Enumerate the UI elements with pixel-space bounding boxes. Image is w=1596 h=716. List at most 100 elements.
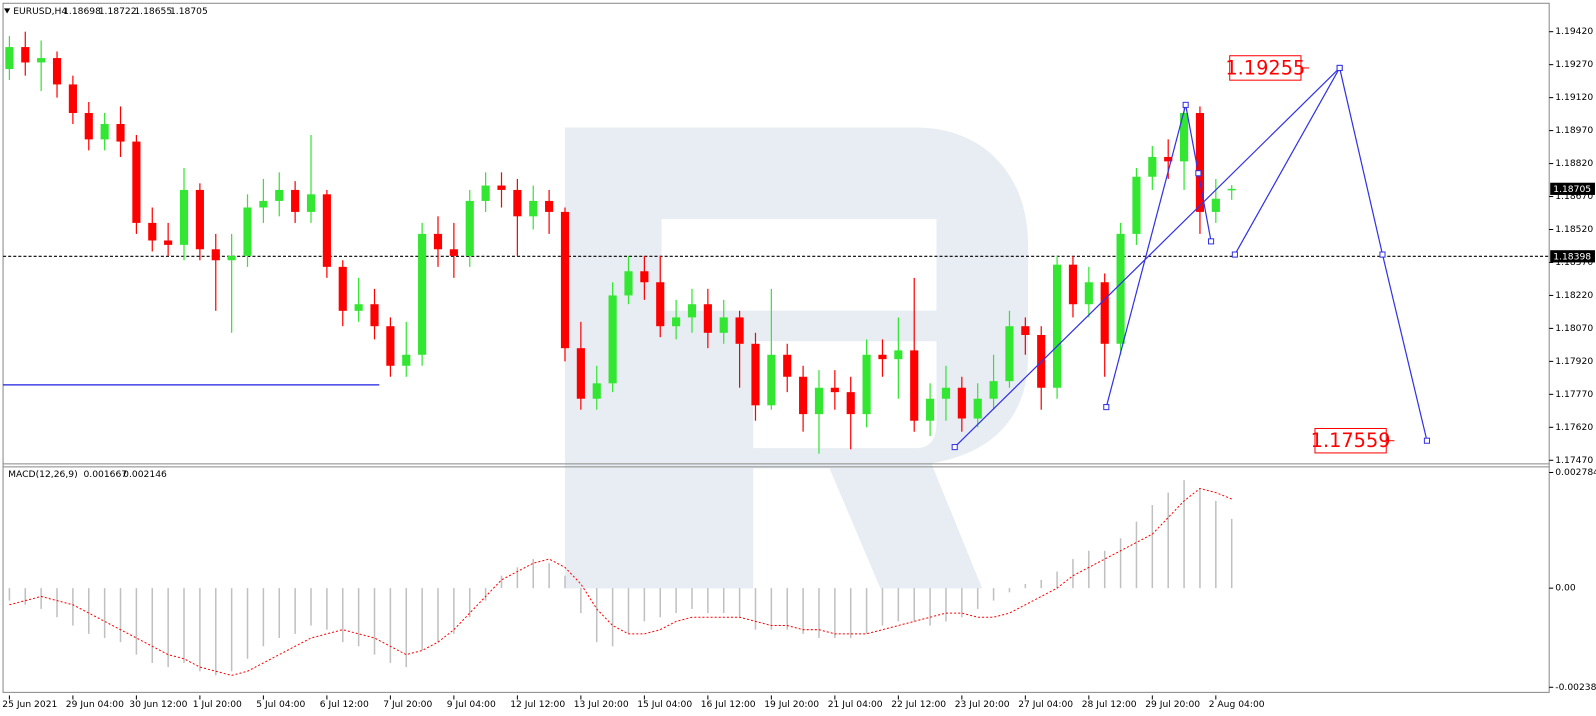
candle-body — [1195, 113, 1205, 212]
candle-body — [656, 282, 665, 327]
candle-body — [5, 47, 14, 70]
candle-body — [545, 200, 554, 212]
annotation-label: 1.19255 — [1225, 56, 1305, 79]
x-tick-label: 29 Jul 20:00 — [1145, 699, 1200, 710]
annotation-box — [1229, 55, 1302, 81]
candle-body — [640, 271, 649, 283]
candle-body — [1100, 282, 1109, 344]
candle-body — [1068, 264, 1078, 305]
candle-body — [830, 387, 839, 393]
x-tick-label: 23 Jul 20:00 — [955, 699, 1010, 710]
annotation-box — [1314, 427, 1387, 454]
candle-body — [354, 304, 363, 311]
candle-body — [132, 141, 141, 223]
forecast-node — [1103, 404, 1110, 411]
candle-body — [195, 189, 204, 250]
candle-body — [449, 249, 458, 256]
candle-body — [338, 266, 347, 311]
price-tag-label: 1.18398 — [1553, 251, 1591, 262]
candle-body — [799, 376, 808, 415]
candle-body — [846, 392, 855, 415]
y-tick-label: 1.17620 — [1555, 422, 1593, 433]
y-tick-label: 1.18520 — [1555, 224, 1593, 235]
candle-body — [1053, 264, 1062, 388]
candle-body — [164, 240, 173, 245]
y-tick-label: 1.18670 — [1555, 191, 1593, 202]
candle-body — [687, 304, 697, 318]
candle-body — [68, 84, 77, 114]
candle-body — [592, 383, 601, 399]
y2-tick-label: -0.002386 — [1555, 682, 1596, 693]
forecast-node — [1195, 170, 1202, 177]
header-value: 1.18722 — [99, 6, 137, 17]
x-tick-label: 22 Jul 12:00 — [891, 699, 946, 710]
x-tick-label: 16 Jul 12:00 — [701, 699, 756, 710]
x-tick-label: 2 Aug 04:00 — [1209, 699, 1265, 710]
y-tick-label: 1.19120 — [1555, 92, 1593, 103]
watermark — [564, 127, 1029, 589]
x-tick-label: 25 Jun 2021 — [2, 699, 57, 710]
candle-body — [1211, 198, 1220, 212]
candle-body — [560, 211, 570, 349]
y2-tick-label: 0.002784 — [1555, 467, 1596, 478]
candle-body — [1084, 282, 1093, 305]
x-tick-label: 13 Jul 20:00 — [574, 699, 629, 710]
y-tick-label: 1.17470 — [1555, 455, 1593, 466]
x-tick-label: 1 Jul 20:00 — [193, 699, 242, 710]
x-tick-label: 12 Jul 12:00 — [510, 699, 565, 710]
candle-body — [418, 233, 427, 355]
header-value: 1.18705 — [170, 6, 208, 17]
candle-body — [926, 398, 935, 421]
x-tick-label: 9 Jul 04:00 — [447, 699, 496, 710]
candle-body — [735, 317, 744, 344]
candle-body — [719, 317, 728, 333]
price-tag — [1550, 250, 1595, 263]
candle-body — [1227, 188, 1236, 191]
macd-value: 0.002146 — [123, 469, 167, 480]
candle-body — [529, 200, 538, 217]
candle-body — [100, 123, 109, 140]
candle-body — [211, 249, 220, 261]
forecast-node — [1231, 251, 1238, 258]
candle-body — [116, 123, 125, 142]
candle-body — [783, 354, 792, 377]
candle-body — [672, 317, 681, 327]
candle-body — [1180, 113, 1189, 162]
candle-body — [1005, 326, 1014, 382]
x-tick-label: 27 Jul 04:00 — [1018, 699, 1073, 710]
candle-body — [941, 387, 951, 399]
candle-body — [84, 113, 93, 140]
candle-body — [386, 326, 395, 366]
chart-title: EURUSD,H4 — [13, 6, 67, 17]
header-value: 1.18698 — [63, 6, 101, 17]
y-tick-label: 1.18970 — [1555, 125, 1593, 136]
candle-body — [322, 194, 331, 267]
macd-signal — [9, 487, 1232, 676]
candle-body — [513, 189, 522, 217]
candle-body — [910, 350, 919, 421]
x-tick-label: 5 Jul 04:00 — [256, 699, 305, 710]
candle-body — [703, 304, 712, 333]
y2-tick-label: 0.00 — [1555, 583, 1576, 594]
candle-body — [179, 189, 189, 245]
candle-body — [1132, 176, 1141, 234]
forecast-node — [1336, 64, 1343, 72]
candle-body — [1021, 326, 1030, 335]
x-tick-label: 6 Jul 12:00 — [320, 699, 369, 710]
forecast-line — [1234, 66, 1428, 441]
x-tick-label: 29 Jun 04:00 — [66, 699, 124, 710]
candle-body — [21, 47, 30, 63]
candle-body — [862, 354, 871, 415]
forecast-line — [1105, 104, 1212, 408]
candle-body — [989, 381, 998, 399]
x-tick-label: 15 Jul 04:00 — [637, 699, 692, 710]
candle-body — [259, 200, 268, 208]
forecast-node — [1379, 251, 1386, 258]
candle-body — [37, 58, 46, 63]
candle-body — [608, 295, 617, 384]
y-tick-label: 1.18070 — [1555, 323, 1593, 334]
x-tick-label: 19 Jul 20:00 — [764, 699, 819, 710]
